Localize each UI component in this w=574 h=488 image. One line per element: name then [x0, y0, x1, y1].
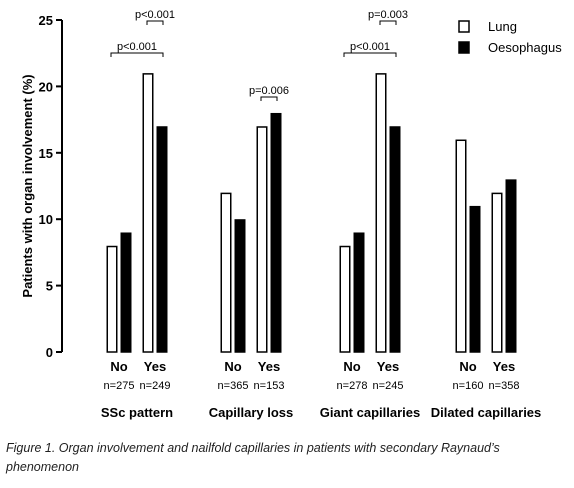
sample-size-label: n=365	[218, 380, 249, 392]
y-tick-label: 20	[39, 79, 53, 94]
bar-chart: Patients with organ involvement (%) 0 5 10…	[20, 9, 562, 420]
significance-bracket	[379, 20, 397, 25]
bar-lung-no	[339, 245, 351, 353]
bar-lung-yes	[375, 73, 387, 353]
y-tick-label: 25	[39, 13, 53, 28]
bar-oesophagus-yes	[156, 126, 168, 353]
legend: Lung Oesophagus	[458, 19, 562, 55]
group-label: Dilated capillaries	[431, 405, 542, 420]
x-axis-labels: No n=275 Yes n=249 SSc pattern No n=365 Yes n=15…	[101, 359, 541, 420]
p-value-label: p<0.001	[135, 9, 175, 21]
y-tick-label: 0	[46, 345, 53, 360]
bar-oesophagus-no	[120, 232, 132, 353]
legend-label-lung: Lung	[488, 19, 517, 34]
bar-oesophagus-no	[234, 219, 246, 353]
significance-brackets: p<0.001 p<0.001 p=0.006 p<0.001 p=0.003	[110, 9, 408, 101]
significance-bracket	[260, 96, 278, 101]
sample-size-label: n=275	[104, 380, 135, 392]
significance-bracket	[146, 20, 164, 25]
bar-oesophagus-no	[353, 232, 365, 353]
p-value-label: p<0.001	[117, 41, 157, 53]
category-label: Yes	[493, 359, 515, 374]
group-label: Capillary loss	[209, 405, 294, 420]
bar-lung-yes	[491, 192, 503, 353]
axes: 0 5 10 15 20 25	[39, 13, 63, 360]
bar-lung-yes	[256, 126, 268, 353]
category-label: No	[459, 359, 476, 374]
bars	[106, 73, 517, 353]
category-label: Yes	[144, 359, 166, 374]
significance-bracket	[343, 52, 397, 57]
p-value-label: p=0.006	[249, 85, 289, 97]
sample-size-label: n=245	[373, 380, 404, 392]
y-axis-label: Patients with organ involvement (%)	[20, 74, 35, 297]
category-label: Yes	[258, 359, 280, 374]
y-tick-label: 15	[39, 146, 53, 161]
significance-bracket	[110, 52, 164, 57]
sample-size-label: n=249	[140, 380, 171, 392]
y-tick-label: 5	[46, 279, 53, 294]
bar-oesophagus-yes	[270, 112, 282, 353]
sample-size-label: n=278	[337, 380, 368, 392]
legend-swatch-oesophagus	[458, 41, 470, 54]
bar-oesophagus-yes	[505, 179, 517, 353]
bar-lung-yes	[142, 73, 154, 353]
bar-lung-no	[220, 192, 232, 353]
group-label: Giant capillaries	[320, 405, 420, 420]
category-label: No	[224, 359, 241, 374]
category-label: No	[343, 359, 360, 374]
bar-lung-no	[455, 139, 467, 353]
group-label: SSc pattern	[101, 405, 173, 420]
category-label: Yes	[377, 359, 399, 374]
sample-size-label: n=358	[489, 380, 520, 392]
sample-size-label: n=160	[453, 380, 484, 392]
p-value-label: p=0.003	[368, 9, 408, 21]
p-value-label: p<0.001	[350, 41, 390, 53]
bar-oesophagus-yes	[389, 126, 401, 353]
bar-oesophagus-no	[469, 205, 481, 353]
bar-lung-no	[106, 245, 118, 353]
y-tick-label: 10	[39, 212, 53, 227]
legend-label-oesophagus: Oesophagus	[488, 40, 562, 55]
sample-size-label: n=153	[254, 380, 285, 392]
category-label: No	[110, 359, 127, 374]
legend-swatch-lung	[458, 20, 470, 33]
figure-caption: Figure 1. Organ involvement and nailfold…	[6, 441, 500, 474]
